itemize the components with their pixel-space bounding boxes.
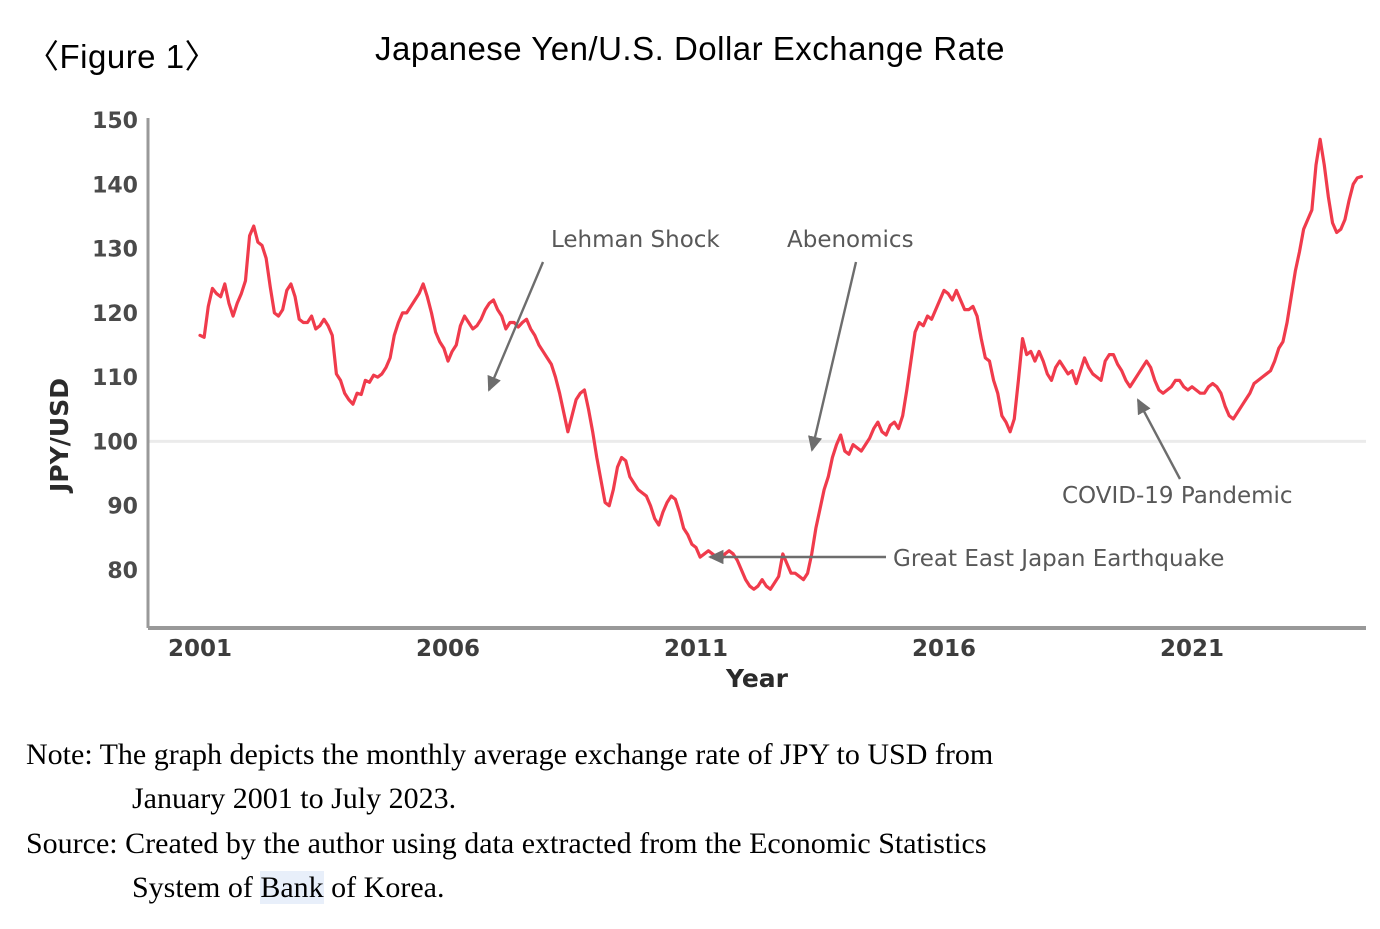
note-block: Note: The graph depicts the monthly aver… [26,733,1366,820]
figure-header: 〈Figure 1〉 Japanese Yen/U.S. Dollar Exch… [0,14,1380,75]
x-axis-tick-labels: 2001 2006 2011 2016 2021 [168,636,1224,662]
y-tick-150: 150 [92,109,138,134]
lehman-shock-arrow [487,261,545,392]
y-tick-140: 140 [92,173,138,198]
y-axis-tick-labels: 80 90 100 110 120 130 140 150 [92,109,138,584]
x-tick-2011: 2011 [664,636,728,662]
y-tick-80: 80 [107,559,138,584]
figure-number-label: 〈Figure 1〉 [26,38,219,75]
source-line-2-post: of Korea. [323,870,445,904]
chart-annotations: Lehman Shock Abenomics Great East Japan … [487,227,1293,572]
figure-footnotes: Note: The graph depicts the monthly aver… [26,733,1366,911]
lehman-shock-label: Lehman Shock [551,227,720,253]
note-line-2: January 2001 to July 2023. [132,781,457,815]
covid-19-pandemic-label: COVID-19 Pandemic [1062,483,1293,509]
chart-area: 80 90 100 110 120 130 140 150 2001 2006 2011 2016 2… [0,90,1380,710]
source-line-2-highlight: Bank [260,870,324,904]
x-tick-2006: 2006 [416,636,480,662]
abenomics-arrow [808,261,858,452]
abenomics-label: Abenomics [787,227,914,253]
x-tick-2001: 2001 [168,636,232,662]
source-line-2-pre: System of [132,870,261,904]
y-axis-title: JPY/USD [45,378,74,494]
x-tick-2016: 2016 [912,636,976,662]
y-tick-110: 110 [92,366,138,391]
covid-19-pandemic-arrow [1136,398,1182,480]
source-line-2: System of Bank of Korea. [26,866,1366,910]
source-block: Source: Created by the author using data… [26,822,1366,909]
y-tick-120: 120 [92,302,138,327]
note-line-1: Note: The graph depicts the monthly aver… [26,738,994,771]
x-tick-2021: 2021 [1160,636,1224,662]
source-line-1: Source: Created by the author using data… [26,827,987,860]
y-tick-100: 100 [92,430,138,455]
y-tick-90: 90 [107,495,138,520]
x-axis-title: Year [725,664,789,693]
y-tick-130: 130 [92,238,138,263]
figure-title: Japanese Yen/U.S. Dollar Exchange Rate [375,30,1005,67]
great-east-japan-earthquake-label: Great East Japan Earthquake [893,546,1224,572]
jpy-usd-line-series [198,137,1364,591]
